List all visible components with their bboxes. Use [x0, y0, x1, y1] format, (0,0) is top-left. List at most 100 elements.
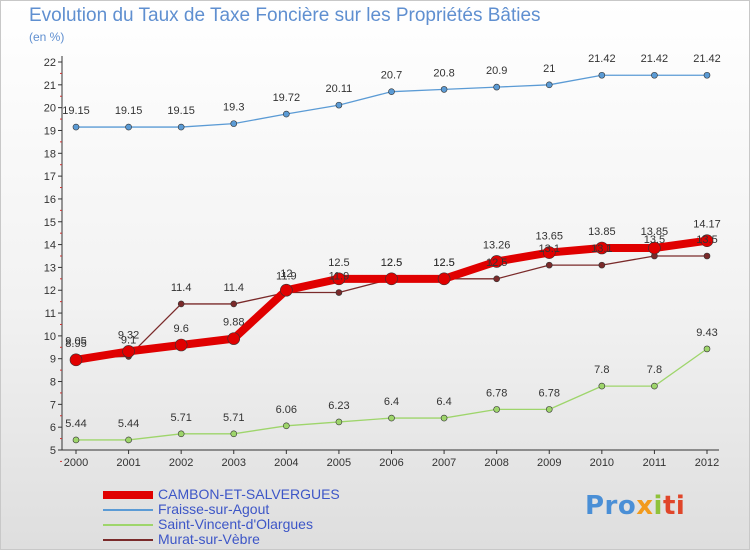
data-label: 13.5 — [644, 234, 665, 246]
logo-part: Pro — [585, 491, 637, 521]
data-point — [177, 430, 185, 438]
logo-part: ti — [662, 491, 686, 521]
logo-part: x — [636, 491, 654, 521]
data-point — [335, 101, 343, 109]
data-label: 20.8 — [433, 67, 454, 79]
x-tick-label: 2009 — [537, 457, 561, 469]
y-tick-label: 22 — [44, 57, 56, 69]
legend-item-murat: Murat-sur-Vèbre — [103, 532, 340, 547]
data-label: 19.15 — [62, 105, 90, 117]
y-tick-label: 19 — [44, 125, 56, 137]
data-label: 11.4 — [171, 282, 192, 294]
data-label: 7.8 — [647, 364, 662, 376]
data-point — [598, 382, 606, 390]
data-label: 8.95 — [65, 338, 86, 350]
data-label: 11.4 — [223, 282, 244, 294]
data-label: 12.5 — [328, 257, 349, 269]
x-tick-label: 2012 — [695, 457, 719, 469]
data-label: 13.5 — [696, 234, 717, 246]
data-label: 9.43 — [696, 327, 717, 339]
legend-item-fraisse: Fraisse-sur-Agout — [103, 502, 340, 517]
data-point — [703, 71, 711, 79]
x-tick-label: 2008 — [484, 457, 508, 469]
data-point — [174, 338, 188, 352]
data-label: 19.3 — [223, 102, 244, 114]
data-point — [72, 123, 80, 131]
x-tick-label: 2011 — [643, 457, 667, 469]
data-label: 5.44 — [118, 418, 139, 430]
legend-swatch — [103, 523, 153, 526]
logo-part: i — [653, 491, 663, 521]
data-label: 20.7 — [381, 70, 402, 82]
data-point — [440, 86, 448, 93]
x-tick-label: 2000 — [64, 457, 88, 469]
data-point — [280, 283, 293, 297]
data-point — [493, 275, 500, 283]
y-tick-label: 7 — [50, 399, 56, 411]
legend-item-saint-vincent: Saint-Vincent-d'Olargues — [103, 517, 340, 532]
x-tick-label: 2005 — [327, 457, 351, 469]
y-tick-label: 12 — [44, 285, 56, 297]
data-label: 21 — [543, 63, 555, 75]
x-tick-label: 2007 — [432, 457, 456, 469]
data-label: 9.6 — [174, 323, 189, 335]
data-point — [542, 246, 556, 259]
series-line — [75, 348, 708, 441]
data-point — [703, 252, 711, 260]
data-point — [595, 241, 609, 255]
data-point — [651, 382, 658, 390]
y-tick-label: 20 — [44, 103, 56, 115]
data-label: 9.88 — [223, 317, 244, 329]
data-label: 12.5 — [433, 257, 454, 269]
data-label: 20.11 — [326, 83, 353, 95]
data-point — [598, 261, 606, 269]
data-label: 13.85 — [641, 226, 669, 238]
data-point — [72, 436, 80, 444]
y-tick-label: 13 — [44, 262, 56, 274]
data-label: 12.5 — [433, 257, 454, 269]
data-point — [385, 272, 398, 286]
data-label: 5.44 — [65, 418, 86, 430]
y-tick-label: 11 — [45, 308, 56, 320]
data-label: 5.71 — [170, 412, 191, 424]
data-point — [227, 332, 241, 345]
legend-swatch — [103, 508, 153, 511]
data-label: 6.78 — [486, 387, 507, 399]
data-point — [440, 414, 448, 422]
x-tick-label: 2003 — [222, 457, 246, 469]
data-label: 6.4 — [384, 396, 399, 408]
legend-label: Murat-sur-Vèbre — [158, 531, 260, 547]
y-tick-label: 14 — [44, 240, 56, 252]
data-label: 11.9 — [276, 271, 297, 283]
data-point — [125, 123, 132, 131]
data-point — [651, 71, 658, 79]
data-point — [648, 241, 661, 255]
data-point — [335, 289, 343, 296]
legend-swatch — [103, 490, 153, 499]
unit-label: (en %) — [29, 30, 65, 44]
data-label: 19.15 — [115, 105, 143, 117]
y-tick-label: 21 — [44, 80, 56, 92]
data-point — [283, 110, 290, 118]
data-point — [545, 81, 553, 89]
y-tick-label: 5 — [50, 445, 56, 457]
data-point — [490, 255, 503, 268]
data-label: 13.1 — [591, 243, 612, 255]
series-line — [75, 74, 708, 128]
data-label: 20.9 — [486, 65, 507, 77]
data-point — [493, 83, 500, 91]
y-tick-label: 8 — [50, 377, 56, 389]
legend-label: Fraisse-sur-Agout — [158, 501, 270, 517]
legend-label: CAMBON-ET-SALVERGUES — [158, 486, 340, 502]
chart-title: Evolution du Taux de Taxe Foncière sur l… — [29, 5, 541, 26]
proxiti-logo: Proxiti — [585, 491, 685, 521]
data-point — [230, 300, 238, 308]
data-label: 6.06 — [276, 404, 297, 416]
legend-label: Saint-Vincent-d'Olargues — [158, 516, 313, 532]
data-label: 21.42 — [641, 53, 669, 65]
legend-item-cambon: CAMBON-ET-SALVERGUES — [103, 487, 340, 502]
y-tick-label: 6 — [50, 422, 56, 434]
data-label: 7.8 — [594, 364, 609, 376]
